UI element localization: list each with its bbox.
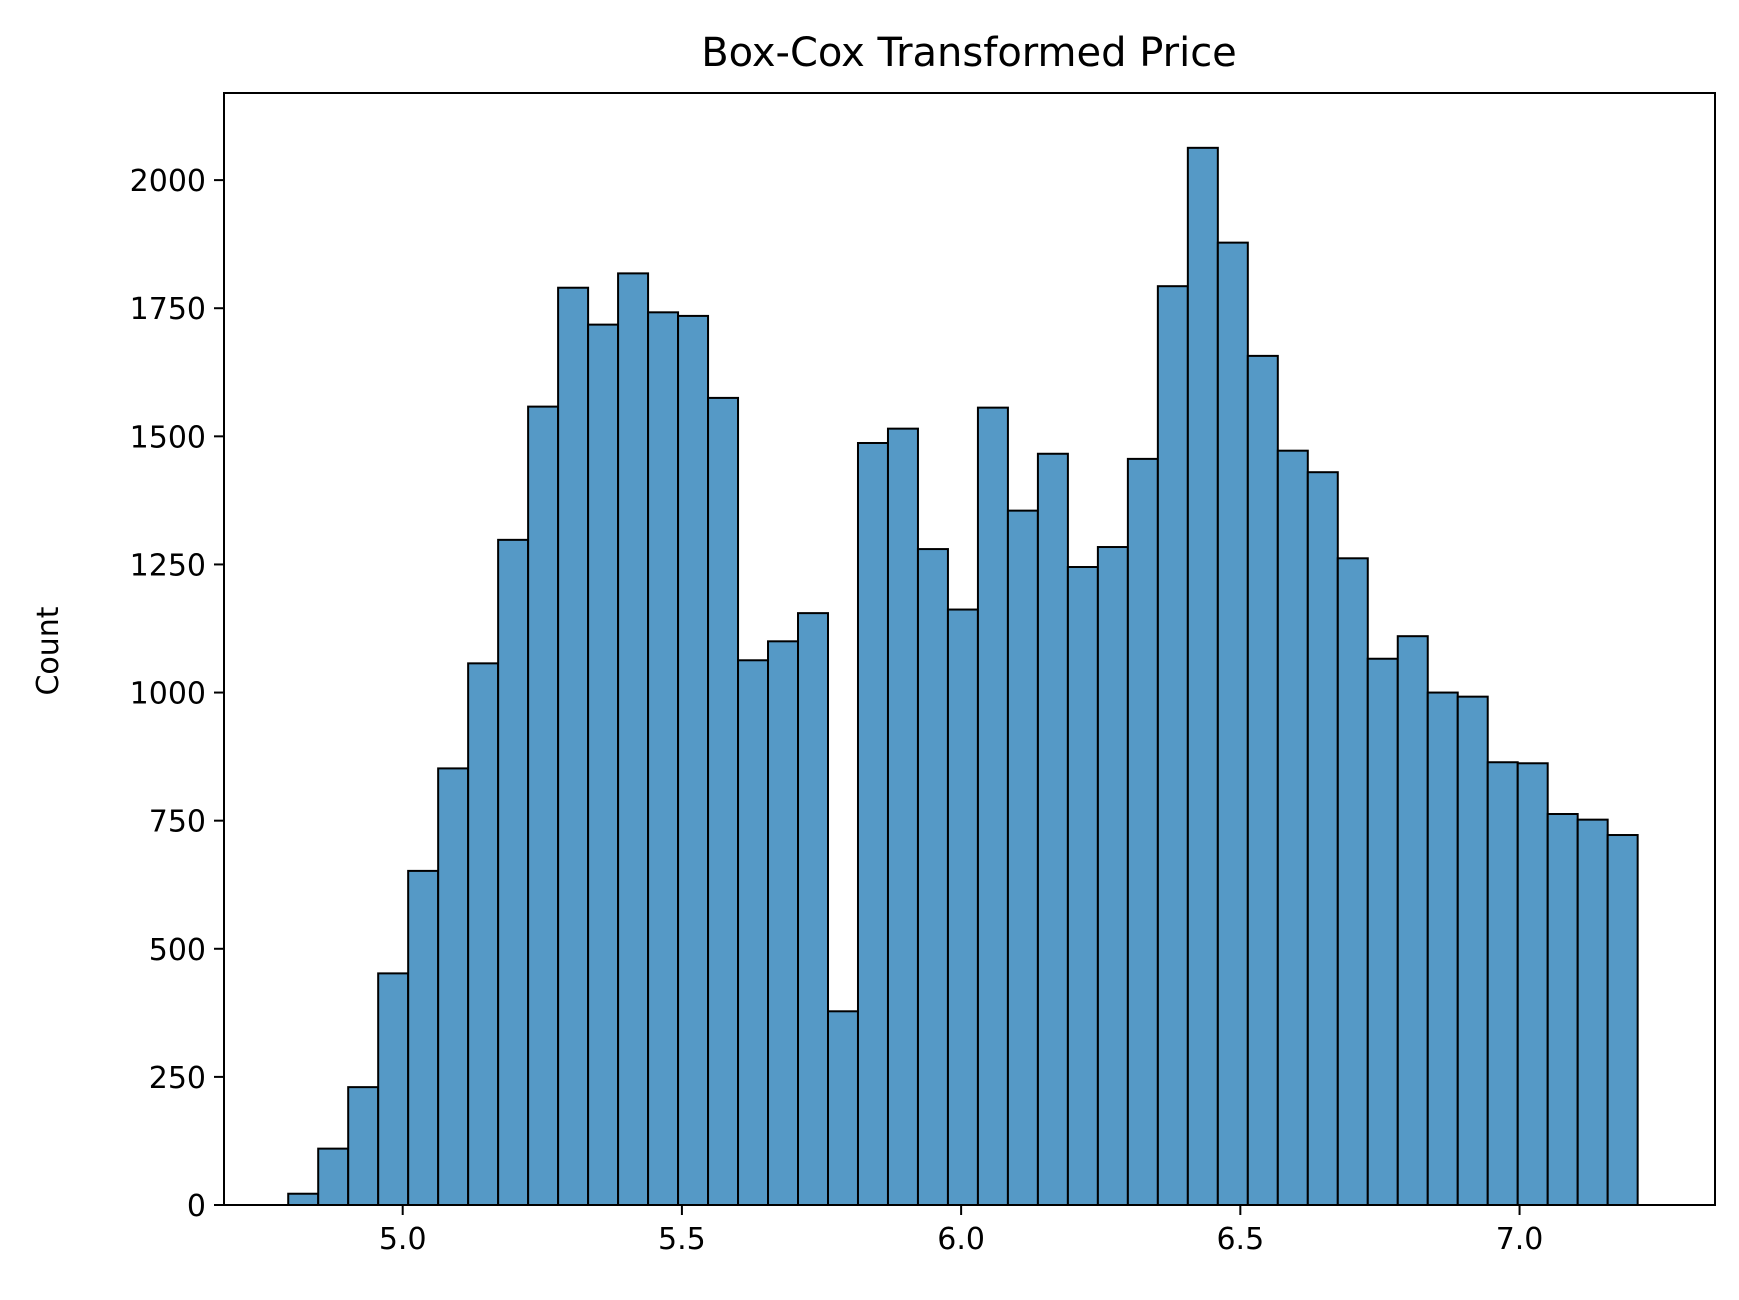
- x-tick-label: 5.5: [658, 1222, 706, 1257]
- y-tick-label: 0: [187, 1189, 206, 1224]
- histogram-bar: [1006, 509, 1039, 1206]
- histogram-bar: [287, 1192, 320, 1207]
- y-tick-label: 750: [149, 805, 206, 840]
- histogram-bar: [1456, 695, 1489, 1207]
- y-tick-label: 250: [149, 1061, 206, 1096]
- histogram-bar: [886, 427, 919, 1206]
- histogram-bar: [1516, 762, 1549, 1206]
- histogram-bar: [1156, 285, 1189, 1206]
- y-axis-ticks: 0 250 500 750 1000 1250 1500 1750 2000: [130, 164, 224, 1224]
- histogram-bar: [377, 972, 410, 1206]
- x-tick-label: 6.0: [937, 1222, 985, 1257]
- histogram-bar: [1216, 241, 1249, 1206]
- histogram-bar: [707, 396, 740, 1207]
- histogram-bar: [1336, 557, 1369, 1206]
- histogram-bar: [737, 659, 770, 1206]
- histogram-bar: [1036, 452, 1069, 1206]
- x-tick-label: 5.0: [379, 1222, 427, 1257]
- histogram-bar: [946, 608, 979, 1206]
- y-tick-label: 2000: [130, 164, 206, 199]
- histogram-bar: [557, 286, 590, 1207]
- histogram-bar: [1186, 146, 1219, 1207]
- histogram-bar: [647, 311, 680, 1207]
- y-tick-label: 1500: [130, 420, 206, 455]
- histogram-bar: [856, 441, 889, 1206]
- x-tick-label: 6.5: [1216, 1222, 1264, 1257]
- histogram-bar: [1276, 449, 1309, 1206]
- histogram-bar: [1126, 457, 1159, 1207]
- histogram-bar: [617, 272, 650, 1207]
- y-tick-label: 1250: [130, 548, 206, 583]
- histogram-bar: [467, 662, 500, 1206]
- y-tick-label: 1000: [130, 677, 206, 712]
- x-axis-ticks: 5.0 5.5 6.0 6.5 7.0: [379, 1205, 1544, 1257]
- histogram-bar: [797, 612, 829, 1206]
- histogram-bar: [826, 1010, 859, 1206]
- histogram-bar: [347, 1086, 380, 1207]
- histogram-bar: [1366, 657, 1399, 1206]
- histogram-bar: [767, 640, 800, 1206]
- y-axis-label: Count: [31, 606, 66, 695]
- histogram-bar: [1396, 635, 1429, 1206]
- histogram-bar: [587, 323, 620, 1206]
- histogram-bar: [527, 405, 560, 1206]
- histogram-bar: [976, 406, 1009, 1206]
- histogram-bar: [407, 869, 440, 1207]
- histogram-bar: [1486, 761, 1519, 1206]
- histogram-bar: [677, 314, 710, 1207]
- y-tick-label: 500: [149, 933, 206, 968]
- histogram-bar: [1546, 813, 1579, 1207]
- plot-frame: [223, 92, 1716, 1206]
- histogram-bar: [317, 1147, 350, 1207]
- histogram-bar: [1066, 566, 1099, 1206]
- histogram-bar: [1576, 818, 1609, 1206]
- histogram-bar: [1306, 471, 1339, 1206]
- histogram-bar: [437, 767, 470, 1206]
- x-tick-label: 7.0: [1496, 1222, 1544, 1257]
- histogram-bar: [916, 548, 949, 1206]
- histogram-bar: [1096, 546, 1129, 1206]
- histogram-bar: [1426, 691, 1459, 1206]
- histogram-bar: [497, 538, 530, 1206]
- histogram-bar: [1606, 834, 1639, 1206]
- y-tick-label: 1750: [130, 292, 206, 327]
- histogram-bar: [1246, 354, 1279, 1206]
- bars-group: [287, 146, 1639, 1207]
- chart-title: Box-Cox Transformed Price: [701, 30, 1237, 76]
